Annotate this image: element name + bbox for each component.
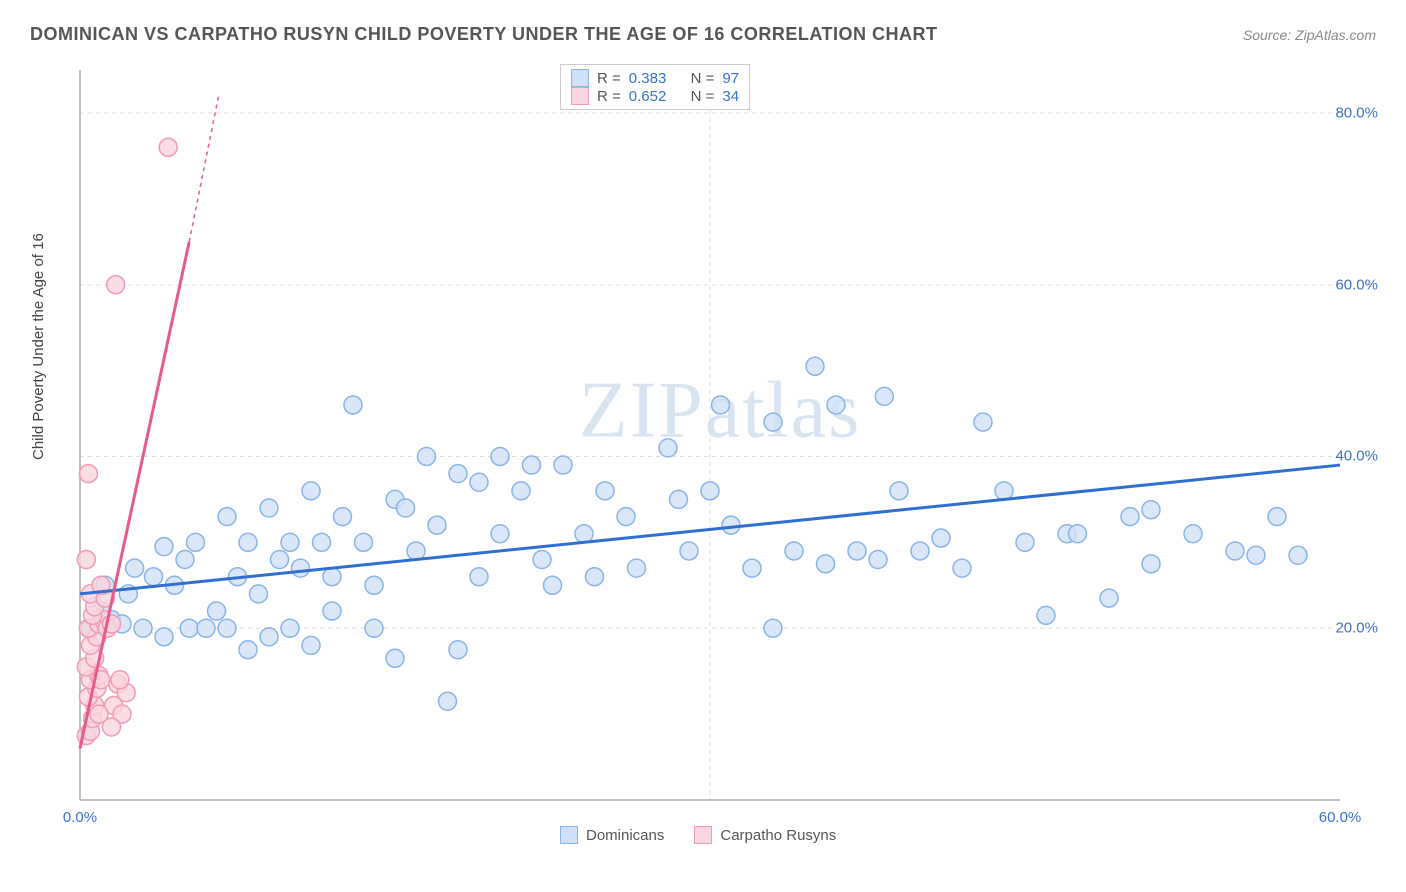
legend-item: Carpatho Rusyns: [694, 826, 836, 844]
legend-label: Carpatho Rusyns: [720, 827, 836, 844]
legend-swatch: [571, 69, 589, 87]
legend-swatch: [560, 826, 578, 844]
bottom-legend: Dominicans Carpatho Rusyns: [560, 826, 836, 844]
x-tick-label: 0.0%: [63, 809, 97, 826]
source-attribution: Source: ZipAtlas.com: [1243, 27, 1376, 43]
stats-row: R = 0.652 N = 34: [571, 87, 739, 105]
stat-value-n: 34: [722, 88, 739, 105]
legend-swatch: [694, 826, 712, 844]
y-tick-label: 40.0%: [1335, 448, 1378, 465]
y-tick-label: 20.0%: [1335, 620, 1378, 637]
chart-title: DOMINICAN VS CARPATHO RUSYN CHILD POVERT…: [30, 24, 938, 45]
x-tick-label: 60.0%: [1319, 809, 1362, 826]
stats-row: R = 0.383 N = 97: [571, 69, 739, 87]
scatter-plot: [60, 60, 1380, 840]
chart-container: Child Poverty Under the Age of 16 ZIPatl…: [60, 60, 1380, 840]
legend-swatch: [571, 87, 589, 105]
stat-value-r: 0.383: [629, 70, 667, 87]
stat-label-n: N =: [691, 88, 715, 105]
stat-label-r: R =: [597, 88, 621, 105]
legend-item: Dominicans: [560, 826, 664, 844]
stat-label-r: R =: [597, 70, 621, 87]
stat-label-n: N =: [691, 70, 715, 87]
y-tick-label: 60.0%: [1335, 276, 1378, 293]
y-tick-label: 80.0%: [1335, 104, 1378, 121]
legend-label: Dominicans: [586, 827, 664, 844]
y-axis-label: Child Poverty Under the Age of 16: [30, 233, 47, 460]
stats-legend-box: R = 0.383 N = 97 R = 0.652 N = 34: [560, 64, 750, 110]
stat-value-n: 97: [722, 70, 739, 87]
stat-value-r: 0.652: [629, 88, 667, 105]
